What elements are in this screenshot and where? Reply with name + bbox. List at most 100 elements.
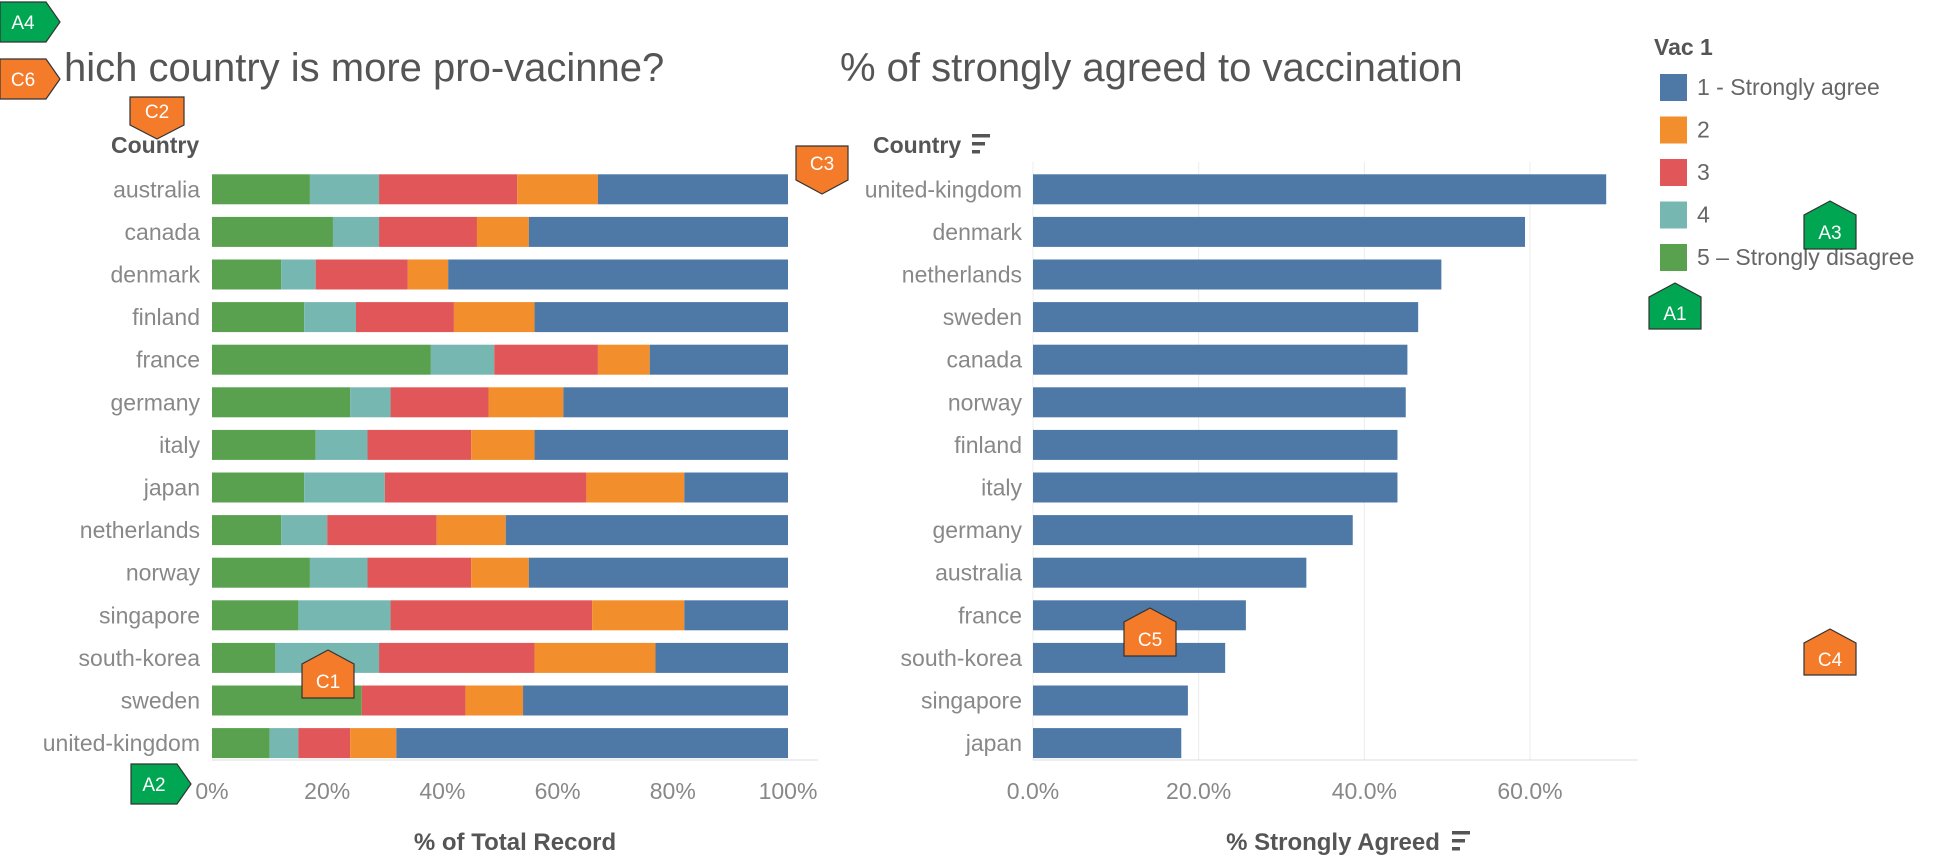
bar[interactable] [1033,515,1353,546]
y-tick-label[interactable]: italy [159,432,200,458]
y-tick-label[interactable]: canada [947,347,1023,373]
y-tick-label[interactable]: japan [143,475,200,501]
legend-item-label[interactable]: 2 [1697,117,1710,143]
bar-segment[interactable] [465,685,524,716]
y-tick-label[interactable]: germany [933,517,1023,543]
bar-segment[interactable] [407,259,449,290]
bar-segment[interactable] [212,387,351,418]
bar-segment[interactable] [597,174,788,205]
bar-segment[interactable] [212,472,305,503]
bar-segment[interactable] [655,642,788,673]
bar-segment[interactable] [367,429,472,460]
bar-segment[interactable] [298,728,351,759]
bar-segment[interactable] [494,344,598,375]
bar-segment[interactable] [523,685,788,716]
bar-segment[interactable] [212,642,276,673]
bar-segment[interactable] [212,216,333,247]
y-tick-label[interactable]: sweden [943,304,1022,330]
bar-segment[interactable] [430,344,495,375]
y-tick-label[interactable]: italy [981,475,1022,501]
right-y-axis-title[interactable]: Country [873,132,961,158]
bar-segment[interactable] [212,344,431,375]
bar[interactable] [1033,728,1182,759]
bar-segment[interactable] [505,515,788,546]
y-tick-label[interactable]: sweden [121,688,200,714]
bar-segment[interactable] [315,429,368,460]
bar-segment[interactable] [212,557,310,588]
bar-segment[interactable] [436,515,506,546]
y-tick-label[interactable]: singapore [921,688,1022,714]
y-tick-label[interactable]: france [136,347,200,373]
bar-segment[interactable] [684,472,788,503]
bar-segment[interactable] [367,557,472,588]
y-tick-label[interactable]: australia [935,560,1022,586]
bar-segment[interactable] [304,472,385,503]
y-tick-label[interactable]: denmark [111,262,201,288]
bar-segment[interactable] [528,216,788,247]
bar-segment[interactable] [212,429,316,460]
bar-segment[interactable] [379,216,477,247]
bar-segment[interactable] [448,259,788,290]
legend-item-label[interactable]: 4 [1697,202,1710,228]
legend-item-label[interactable]: 3 [1697,159,1710,185]
y-tick-label[interactable]: finland [954,432,1022,458]
bar-segment[interactable] [304,302,356,333]
bar-segment[interactable] [453,302,535,333]
bar-segment[interactable] [212,515,282,546]
y-tick-label[interactable]: japan [965,730,1022,756]
bar-segment[interactable] [471,429,535,460]
bar[interactable] [1033,387,1406,418]
bar-segment[interactable] [309,557,368,588]
bar[interactable] [1033,344,1408,375]
bar-segment[interactable] [212,302,305,333]
bar-segment[interactable] [488,387,564,418]
y-tick-label[interactable]: south-korea [901,645,1023,671]
bar[interactable] [1033,259,1442,290]
bar-segment[interactable] [212,728,270,759]
bar[interactable] [1033,557,1307,588]
bar-segment[interactable] [379,642,535,673]
bar-segment[interactable] [356,302,454,333]
bar-segment[interactable] [534,429,788,460]
bar[interactable] [1033,174,1607,205]
bar[interactable] [1033,472,1398,503]
y-tick-label[interactable]: netherlands [902,262,1022,288]
bar-segment[interactable] [649,344,788,375]
y-tick-label[interactable]: south-korea [79,645,201,671]
legend-swatch[interactable] [1660,159,1687,186]
bar-segment[interactable] [332,216,380,247]
bar-segment[interactable] [379,174,518,205]
bar-segment[interactable] [471,557,529,588]
bar-segment[interactable] [592,600,685,631]
y-tick-label[interactable]: denmark [933,219,1023,245]
legend-swatch[interactable] [1660,244,1687,271]
bar[interactable] [1033,429,1398,460]
bar-segment[interactable] [586,472,685,503]
y-tick-label[interactable]: germany [111,389,201,415]
y-tick-label[interactable]: norway [126,560,201,586]
y-tick-label[interactable]: australia [113,176,200,202]
bar-segment[interactable] [212,600,299,631]
y-tick-label[interactable]: canada [125,219,201,245]
bar[interactable] [1033,302,1419,333]
bar-segment[interactable] [281,515,328,546]
legend-swatch[interactable] [1660,116,1687,144]
bar[interactable] [1033,216,1526,247]
bar-segment[interactable] [281,259,316,290]
bar[interactable] [1033,685,1188,716]
bar-segment[interactable] [534,642,656,673]
bar-segment[interactable] [350,728,397,759]
bar-segment[interactable] [315,259,408,290]
bar-segment[interactable] [269,728,299,759]
y-tick-label[interactable]: france [958,602,1022,628]
bar-segment[interactable] [212,174,310,205]
bar-segment[interactable] [597,344,650,375]
bar-segment[interactable] [298,600,391,631]
y-tick-label[interactable]: united-kingdom [43,730,200,756]
bar-segment[interactable] [361,685,466,716]
y-tick-label[interactable]: netherlands [80,517,200,543]
bar-segment[interactable] [212,259,282,290]
legend-swatch[interactable] [1660,74,1687,101]
y-tick-label[interactable]: norway [948,389,1023,415]
bar-segment[interactable] [684,600,788,631]
